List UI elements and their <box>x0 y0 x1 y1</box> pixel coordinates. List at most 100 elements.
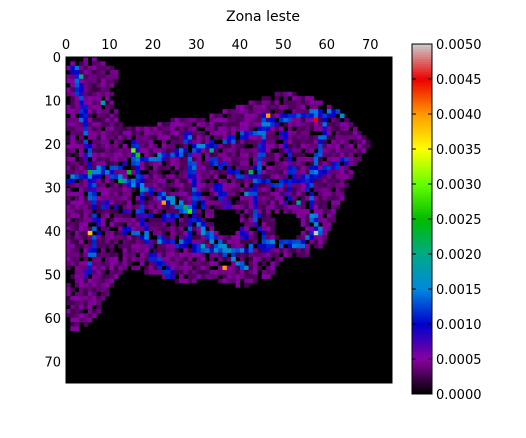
heatmap-cell <box>152 256 158 262</box>
heatmap-cell <box>109 222 115 227</box>
heatmap-cell <box>192 183 197 188</box>
heatmap-cell <box>148 161 154 166</box>
heatmap-cell <box>135 200 141 206</box>
heatmap-cell <box>135 174 141 180</box>
heatmap-cell <box>144 126 149 132</box>
heatmap-cell <box>196 170 202 175</box>
heatmap-cell <box>296 152 302 158</box>
heatmap-cell <box>96 161 102 166</box>
heatmap-cell <box>100 200 106 206</box>
heatmap-cell <box>196 222 202 227</box>
heatmap-cell <box>322 139 328 145</box>
heatmap-cell <box>309 135 315 140</box>
heatmap-cell <box>148 204 154 210</box>
heatmap-cell <box>296 143 302 149</box>
heatmap-cell <box>274 109 280 114</box>
heatmap-cell <box>109 104 115 110</box>
heatmap-cell <box>109 148 115 153</box>
heatmap-cell <box>87 317 93 323</box>
heatmap-cell <box>296 135 302 140</box>
heatmap-cell <box>105 287 110 293</box>
heatmap-cell <box>283 170 288 175</box>
heatmap-cell <box>196 196 202 201</box>
heatmap-cell <box>300 183 306 188</box>
heatmap-cell <box>135 213 141 219</box>
heatmap-cell <box>196 256 202 262</box>
heatmap-cell <box>226 174 232 180</box>
heatmap-cell <box>244 196 249 201</box>
heatmap-cell <box>339 156 345 162</box>
heatmap-cell <box>278 200 284 206</box>
heatmap-cell <box>257 226 262 232</box>
heatmap-cell <box>74 183 80 188</box>
colorbar-segment <box>412 276 432 280</box>
heatmap-cell <box>74 122 80 127</box>
heatmap-cell <box>300 165 306 171</box>
heatmap-cell <box>296 126 302 132</box>
heatmap-cell <box>144 183 149 188</box>
heatmap-cell <box>113 170 119 175</box>
heatmap-cell <box>87 287 93 293</box>
heatmap-cell <box>213 191 219 197</box>
heatmap-cell <box>179 222 184 227</box>
heatmap-cell <box>70 235 75 240</box>
heatmap-cell <box>100 191 106 197</box>
heatmap-cell <box>79 117 84 123</box>
y-tick-label: 20 <box>44 138 61 153</box>
heatmap-cell <box>335 139 341 145</box>
heatmap-cell <box>100 178 106 184</box>
heatmap-cell <box>335 161 341 166</box>
heatmap-cell <box>87 252 93 258</box>
heatmap-cell <box>318 235 323 240</box>
heatmap-cell <box>74 109 80 114</box>
heatmap-cell <box>252 109 258 114</box>
heatmap-cell <box>283 113 288 119</box>
heatmap-cell <box>113 239 119 245</box>
heatmap-cell <box>239 178 245 184</box>
heatmap-cell <box>105 174 110 180</box>
heatmap-cell <box>300 196 306 201</box>
heatmap-cell <box>87 196 93 201</box>
heatmap-cell <box>283 156 288 162</box>
heatmap-cell <box>292 170 297 175</box>
heatmap-cell <box>270 183 275 188</box>
heatmap-cell <box>292 239 297 245</box>
heatmap-cell <box>100 196 106 201</box>
colorbar-segment <box>412 49 432 52</box>
heatmap-cell <box>231 113 236 119</box>
heatmap-cell <box>313 226 319 232</box>
heatmap-cell <box>226 170 232 175</box>
heatmap-cell <box>313 156 319 162</box>
heatmap-cell <box>261 204 267 210</box>
heatmap-cell <box>331 148 336 153</box>
heatmap-cell <box>209 269 215 275</box>
heatmap-cell <box>344 183 349 188</box>
heatmap-cell <box>239 152 245 158</box>
heatmap-cell <box>300 235 306 240</box>
heatmap-cell <box>66 309 71 314</box>
heatmap-cell <box>257 170 262 175</box>
heatmap-cell <box>261 100 267 106</box>
heatmap-cell <box>205 183 210 188</box>
y-tick-label: 0 <box>53 51 61 66</box>
heatmap-cell <box>196 230 202 236</box>
heatmap-cell <box>70 287 75 293</box>
heatmap-cell <box>196 165 202 171</box>
heatmap-cell <box>157 235 162 240</box>
heatmap-cell <box>222 122 228 127</box>
heatmap-cell <box>192 252 197 258</box>
heatmap-cell <box>74 96 80 101</box>
heatmap-cell <box>74 269 80 275</box>
heatmap-cell <box>87 278 93 284</box>
heatmap-cell <box>261 96 267 101</box>
heatmap-cell <box>248 265 254 271</box>
heatmap-cell <box>257 252 262 258</box>
heatmap-cell <box>105 261 110 266</box>
heatmap-cell <box>257 152 262 158</box>
heatmap-cell <box>252 230 258 236</box>
heatmap-cell <box>261 148 267 153</box>
heatmap-cell <box>352 148 358 153</box>
heatmap-cell <box>209 148 215 153</box>
heatmap-cell <box>148 126 154 132</box>
heatmap-cell <box>152 126 158 132</box>
